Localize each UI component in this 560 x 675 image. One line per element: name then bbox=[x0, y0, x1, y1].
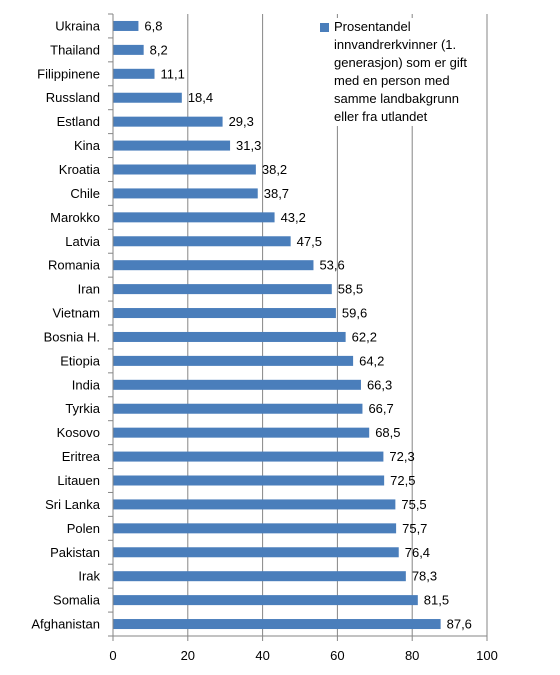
x-tick-label: 60 bbox=[330, 648, 344, 663]
data-label: 75,7 bbox=[402, 521, 427, 536]
data-label: 64,2 bbox=[359, 353, 384, 368]
x-tick-label: 0 bbox=[109, 648, 116, 663]
bar bbox=[113, 308, 336, 319]
data-label: 43,2 bbox=[281, 210, 306, 225]
legend: Prosentandel innvandrerkvinner (1. gener… bbox=[320, 18, 485, 126]
data-label: 58,5 bbox=[338, 282, 363, 297]
category-label: Litauen bbox=[57, 473, 100, 488]
category-label: Pakistan bbox=[50, 545, 100, 560]
category-label: Ukraina bbox=[55, 18, 101, 33]
category-label: Irak bbox=[78, 569, 100, 584]
bar bbox=[113, 619, 441, 630]
category-label: Somalia bbox=[53, 593, 101, 608]
bar bbox=[113, 403, 363, 414]
data-label: 78,3 bbox=[412, 569, 437, 584]
bar bbox=[113, 595, 418, 606]
bar bbox=[113, 116, 223, 127]
value-labels: 6,8 8,2 11,118,4 29,3 31,338,2 38,7 43,2 47,5 53… bbox=[144, 18, 472, 631]
category-label: Eritrea bbox=[62, 449, 101, 464]
category-label: Afghanistan bbox=[31, 617, 100, 632]
bar bbox=[113, 284, 332, 295]
x-tick-label: 80 bbox=[405, 648, 419, 663]
data-label: 81,5 bbox=[424, 593, 449, 608]
data-label: 87,6 bbox=[447, 617, 472, 632]
bar bbox=[113, 523, 397, 534]
category-label: Tyrkia bbox=[65, 401, 100, 416]
bar bbox=[113, 44, 144, 55]
data-label: 8,2 bbox=[150, 42, 168, 57]
bar bbox=[113, 68, 155, 79]
data-label: 11,1 bbox=[161, 66, 185, 81]
data-label: 47,5 bbox=[297, 234, 322, 249]
bar bbox=[113, 547, 399, 558]
bar bbox=[113, 20, 139, 31]
bar bbox=[113, 188, 258, 199]
bar bbox=[113, 427, 370, 438]
data-label: 29,3 bbox=[229, 114, 254, 129]
category-label: Latvia bbox=[65, 234, 100, 249]
axes bbox=[108, 13, 488, 641]
category-label: Marokko bbox=[50, 210, 100, 225]
bar bbox=[113, 331, 346, 342]
data-label: 18,4 bbox=[188, 90, 213, 105]
category-labels: Ukraina Thailand Filippinene Russland Estlan… bbox=[31, 18, 100, 631]
data-label: 72,3 bbox=[389, 449, 414, 464]
data-label: 75,5 bbox=[401, 497, 426, 512]
category-label: Thailand bbox=[50, 42, 100, 57]
category-label: Bosnia H. bbox=[44, 329, 100, 344]
data-label: 72,5 bbox=[390, 473, 415, 488]
data-label: 38,7 bbox=[264, 186, 289, 201]
bar bbox=[113, 92, 182, 103]
bar bbox=[113, 571, 406, 582]
bar bbox=[113, 260, 314, 271]
x-tick-label: 20 bbox=[181, 648, 195, 663]
category-label: Kroatia bbox=[59, 162, 101, 177]
category-label: Etiopia bbox=[60, 353, 101, 368]
data-label: 68,5 bbox=[375, 425, 400, 440]
category-label: Vietnam bbox=[53, 306, 100, 321]
bar bbox=[113, 236, 291, 247]
legend-swatch bbox=[320, 23, 329, 32]
bar bbox=[113, 475, 385, 486]
bar bbox=[113, 355, 354, 366]
category-label: India bbox=[72, 377, 101, 392]
category-label: Estland bbox=[57, 114, 100, 129]
x-tick-labels: 0 20 40 60 80 100 bbox=[109, 648, 497, 663]
category-label: Russland bbox=[46, 90, 100, 105]
data-label: 59,6 bbox=[342, 306, 367, 321]
x-tick-label: 100 bbox=[476, 648, 498, 663]
category-label: Chile bbox=[70, 186, 100, 201]
data-label: 38,2 bbox=[262, 162, 287, 177]
data-label: 66,7 bbox=[368, 401, 393, 416]
category-label: Romania bbox=[48, 258, 101, 273]
data-label: 76,4 bbox=[405, 545, 430, 560]
bars bbox=[113, 20, 441, 630]
bar bbox=[113, 499, 396, 510]
category-label: Kosovo bbox=[57, 425, 100, 440]
bar bbox=[113, 140, 231, 151]
category-label: Polen bbox=[67, 521, 100, 536]
legend-label: Prosentandel innvandrerkvinner (1. gener… bbox=[334, 19, 467, 124]
category-label: Sri Lanka bbox=[45, 497, 101, 512]
bar bbox=[113, 212, 275, 223]
bar bbox=[113, 379, 361, 390]
x-tick-label: 40 bbox=[255, 648, 269, 663]
data-label: 66,3 bbox=[367, 377, 392, 392]
category-label: Filippinene bbox=[37, 66, 100, 81]
bar bbox=[113, 451, 384, 462]
category-label: Kina bbox=[74, 138, 101, 153]
data-label: 31,3 bbox=[236, 138, 261, 153]
category-label: Iran bbox=[78, 282, 100, 297]
data-label: 62,2 bbox=[352, 329, 377, 344]
data-label: 6,8 bbox=[144, 18, 162, 33]
data-label: 53,6 bbox=[319, 258, 344, 273]
bar bbox=[113, 164, 256, 175]
